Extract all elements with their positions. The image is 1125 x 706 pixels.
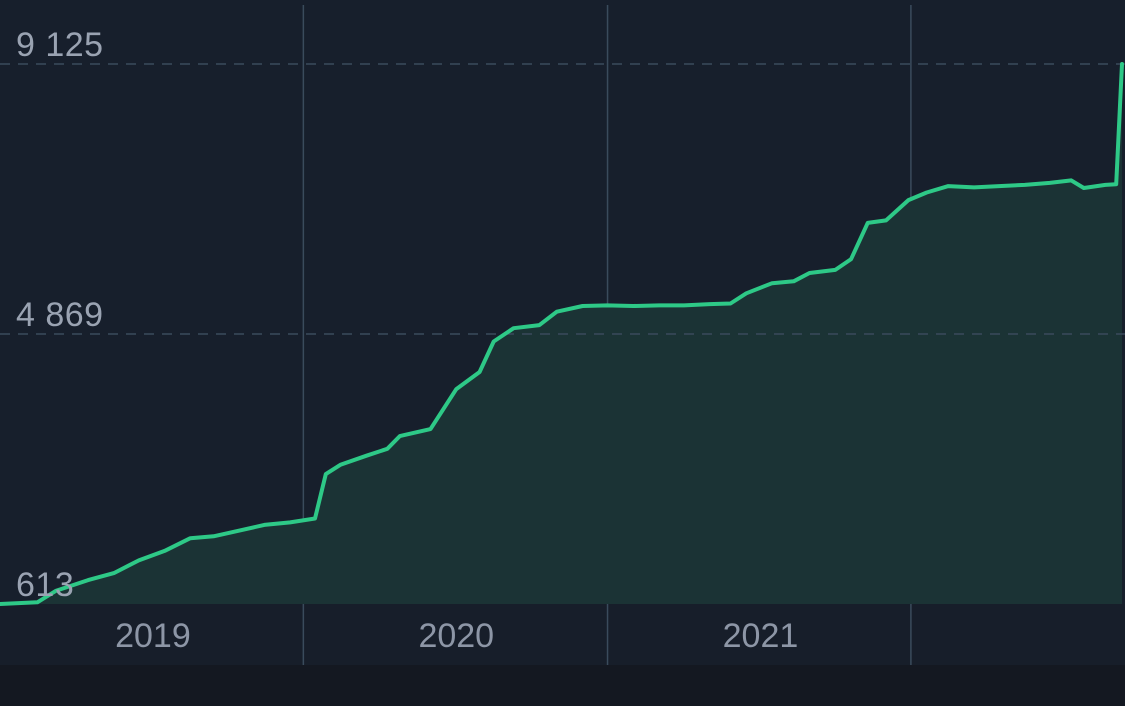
x-tick-label-2019: 2019 (115, 617, 191, 655)
y-axis-labels: 613 4 869 9 125 (16, 26, 104, 604)
series-line (0, 62, 1124, 606)
x-axis-labels: 2019 2020 2021 (115, 617, 798, 655)
y-tick-label-1: 4 869 (16, 296, 104, 334)
horizontal-gridlines (0, 63, 1125, 335)
x-tick-label-2020: 2020 (418, 617, 494, 655)
y-tick-label-0: 613 (16, 566, 74, 604)
y-tick-label-2: 9 125 (16, 26, 104, 64)
x-tick-label-2021: 2021 (723, 617, 799, 655)
x-axis-band (0, 604, 1125, 665)
